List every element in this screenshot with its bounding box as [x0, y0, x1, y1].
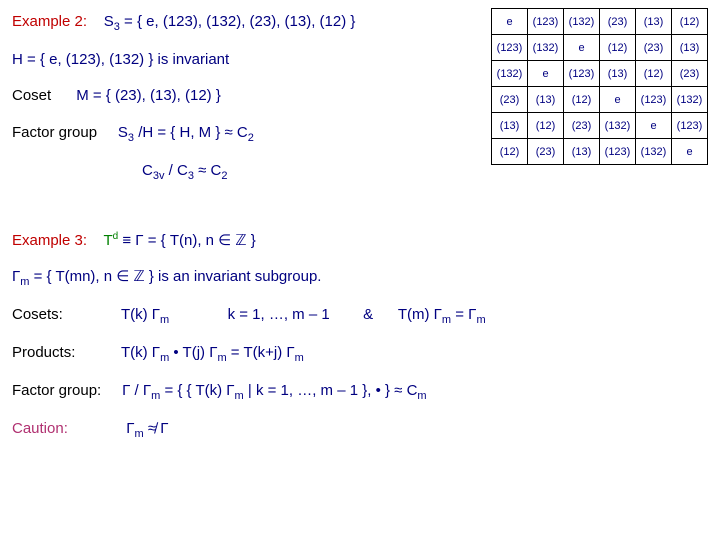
ex3-title-row: Example 3: Td ≡ Γ = { T(n), n ∈ ℤ } [12, 227, 708, 256]
caution-expr: Γm ≉ Γ [126, 420, 168, 437]
cell: (123) [672, 113, 708, 139]
factor-expr: S3 /H = { H, M } ≈ C2 [118, 124, 254, 141]
cell: (23) [672, 61, 708, 87]
products-row: Products: T(k) Γm • T(j) Γm = T(k+j) Γm [12, 339, 708, 369]
td-sym: Td [103, 232, 118, 249]
cell: e [492, 9, 528, 35]
cell: e [564, 35, 600, 61]
caution-row: Caution: Γm ≉ Γ [12, 415, 708, 445]
cell: (23) [564, 113, 600, 139]
cell: (13) [636, 9, 672, 35]
ex3-title: Example 3: [12, 232, 87, 249]
factor3-label: Factor group: [12, 382, 101, 399]
gm-expr: Γm = { T(mn), n ∈ ℤ } is an invariant su… [12, 268, 321, 285]
cosets-tk: T(k) Γm [121, 306, 169, 323]
cayley-body: e(123)(132)(23)(13)(12) (123)(132)e(12)(… [492, 9, 708, 165]
cell: (13) [528, 87, 564, 113]
cell: (123) [564, 61, 600, 87]
cell: (123) [600, 139, 636, 165]
products-label: Products: [12, 344, 75, 361]
cell: (123) [492, 35, 528, 61]
h-def: H = { e, (123), (132) } is invariant [12, 51, 229, 68]
cell: (12) [672, 9, 708, 35]
cell: (123) [528, 9, 564, 35]
cell: (132) [636, 139, 672, 165]
cell: (132) [564, 9, 600, 35]
s3-def: = { e, (123), (132), (23), (13), (12) } [120, 13, 356, 30]
cell: (23) [600, 9, 636, 35]
cosets-krange: k = 1, …, m – 1 [228, 306, 330, 323]
cell: e [672, 139, 708, 165]
cosets-amp: & [363, 306, 373, 323]
factor3-expr: Γ / Γm = { { T(k) Γm | k = 1, …, m – 1 }… [122, 382, 427, 399]
factor3-row: Factor group: Γ / Γm = { { T(k) Γm | k =… [12, 377, 708, 407]
example-3-block: Example 3: Td ≡ Γ = { T(n), n ∈ ℤ } Γm =… [12, 227, 708, 445]
cell: (13) [672, 35, 708, 61]
gm-row: Γm = { T(mn), n ∈ ℤ } is an invariant su… [12, 263, 708, 293]
cosets-row: Cosets: T(k) Γm k = 1, …, m – 1 & T(m) Γ… [12, 301, 708, 331]
cell: (23) [636, 35, 672, 61]
cell: (23) [492, 87, 528, 113]
cell: (13) [600, 61, 636, 87]
cell: (12) [564, 87, 600, 113]
cell: (12) [492, 139, 528, 165]
cell: (132) [492, 61, 528, 87]
cell: (23) [528, 139, 564, 165]
cell: (12) [636, 61, 672, 87]
integer-set-icon: ℤ [134, 269, 145, 285]
cell: (132) [528, 35, 564, 61]
td-def: ≡ Γ = { T(n), n ∈ ℤ } [122, 232, 255, 249]
cayley-table: e(123)(132)(23)(13)(12) (123)(132)e(12)(… [491, 8, 708, 165]
c3v-expr: C3v / C3 ≈ C2 [142, 162, 227, 179]
cell: e [528, 61, 564, 87]
cell: e [636, 113, 672, 139]
cosets-tm: T(m) Γm = Γm [398, 306, 486, 323]
m-def: M = { (23), (13), (12) } [76, 87, 221, 104]
products-expr: T(k) Γm • T(j) Γm = T(k+j) Γm [121, 344, 304, 361]
cell: (123) [636, 87, 672, 113]
s3-sym: S3 [104, 13, 120, 30]
integer-set-icon: ℤ [235, 233, 246, 249]
cell: (13) [492, 113, 528, 139]
cosets-label: Cosets: [12, 306, 63, 323]
coset-label: Coset [12, 87, 51, 104]
cell: (12) [600, 35, 636, 61]
caution-label: Caution: [12, 420, 68, 437]
cell: (12) [528, 113, 564, 139]
cell: e [600, 87, 636, 113]
cell: (132) [600, 113, 636, 139]
cell: (132) [672, 87, 708, 113]
cell: (13) [564, 139, 600, 165]
factor-label: Factor group [12, 124, 97, 141]
ex2-title: Example 2: [12, 13, 87, 30]
